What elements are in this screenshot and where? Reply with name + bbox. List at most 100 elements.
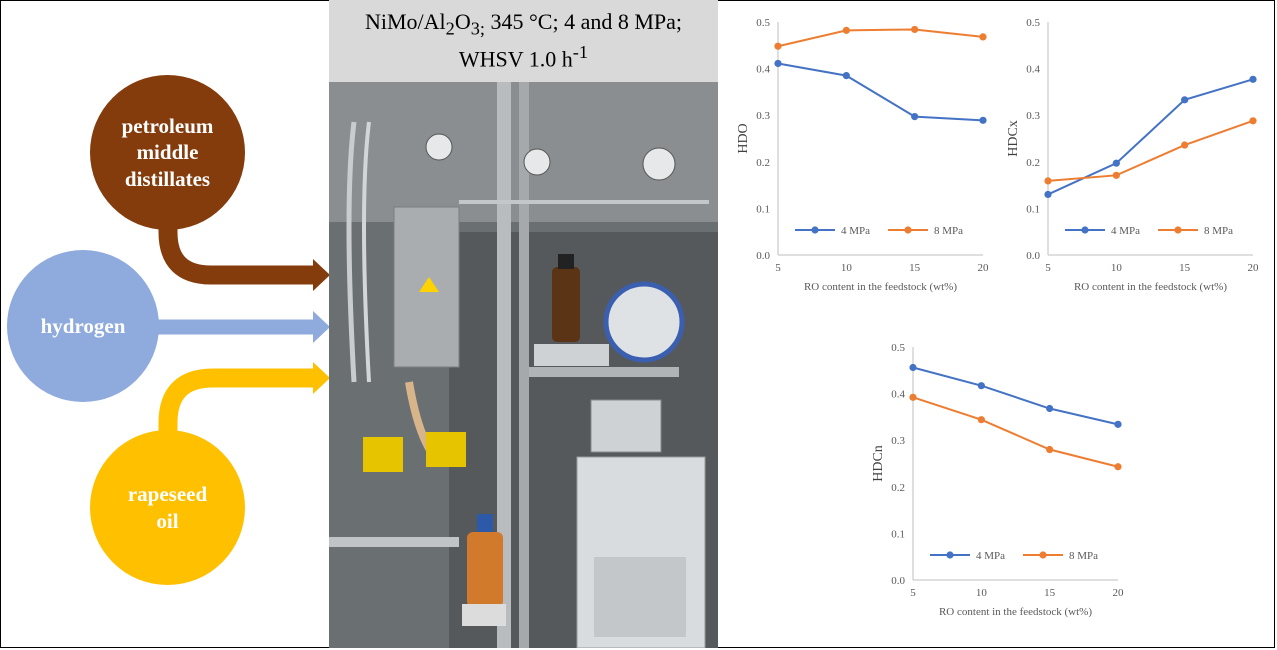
x-axis-label: RO content in the feedstock (wt%) (804, 281, 957, 293)
legend-marker (904, 226, 912, 234)
y-tick-label: 0.3 (756, 110, 770, 122)
data-point (909, 363, 917, 372)
legend-marker (1174, 226, 1182, 234)
hdcn-chart: 0.0 0.1 0.2 0.3 0.4 0.5 5 10 15 20 RO content in t… (870, 335, 1130, 635)
y-tick-label: 0.0 (1026, 250, 1040, 262)
x-axis-label: RO content in the feedstock (wt%) (1074, 281, 1227, 293)
data-point (979, 33, 987, 41)
y-tick-label: 0.3 (891, 435, 905, 447)
series-line (912, 396, 1119, 468)
hdo-chart-svg: 0.0 0.1 0.2 0.3 0.4 0.5 5 10 15 20 RO content in t… (736, 17, 990, 293)
y-tick-label: 0.5 (1026, 17, 1040, 29)
conditions-line-1: NiMo/Al2O3; 345 °C; 4 and 8 MPa; (364, 8, 683, 39)
data-point (1181, 141, 1189, 149)
x-tick-label: 5 (910, 587, 916, 599)
legend-marker (811, 226, 819, 234)
x-tick-label: 15 (909, 262, 921, 274)
data-point (1249, 75, 1257, 83)
data-point (911, 112, 919, 121)
hdo-chart: 0.0 0.1 0.2 0.3 0.4 0.5 5 10 15 20 RO content in t… (735, 10, 995, 310)
y-tick-label: 0.3 (1026, 110, 1040, 122)
x-tick-label: 15 (1179, 262, 1191, 274)
x-tick-label: 5 (1045, 262, 1051, 274)
legend-label: 8 MPa (1069, 550, 1098, 562)
series-line (912, 366, 1119, 426)
x-tick-label: 15 (1044, 587, 1056, 599)
y-axis-label: HDCn (871, 445, 886, 482)
reactor-unit-photo (329, 82, 718, 648)
reaction-conditions-box: NiMo/Al2O3; 345 °C; 4 and 8 MPa; WHSV 1.… (329, 0, 718, 82)
x-tick-label: 20 (1248, 262, 1260, 274)
rapeseed-label-line: oil (156, 508, 179, 533)
petroleum-arrowhead (313, 259, 330, 291)
hdcx-chart-svg: 0.0 0.1 0.2 0.3 0.4 0.5 5 10 15 20 RO content in t… (1006, 17, 1260, 293)
data-point (977, 382, 985, 390)
x-axis-label: RO content in the feedstock (wt%) (939, 606, 1092, 618)
petroleum-arrow (158, 205, 313, 285)
data-point (774, 59, 782, 68)
rapeseed-arrow (158, 368, 313, 455)
legend-marker (1081, 226, 1089, 234)
series-line (1047, 119, 1254, 182)
data-point (909, 393, 917, 401)
y-tick-label: 0.0 (756, 250, 770, 262)
data-point (1044, 177, 1052, 185)
rapeseed-label-line: rapeseed (127, 482, 208, 507)
rapeseed-oil-circle: rapeseed oil (90, 430, 245, 585)
data-point (1046, 404, 1054, 413)
data-point (911, 25, 919, 34)
y-tick-label: 0.5 (756, 17, 770, 29)
petroleum-label-line: distillates (124, 166, 211, 191)
legend-label: 4 MPa (1111, 225, 1140, 237)
hydrogen-arrowhead (313, 311, 330, 343)
rapeseed-arrowhead (313, 362, 330, 394)
data-point (774, 42, 782, 50)
y-axis-label: HDO (736, 123, 751, 153)
data-point (1112, 171, 1120, 179)
data-point (1046, 445, 1054, 454)
data-point (1114, 463, 1122, 471)
data-point (1044, 190, 1052, 199)
series-line (777, 62, 984, 122)
legend-marker (1039, 551, 1047, 559)
legend-label: 4 MPa (976, 550, 1005, 562)
y-tick-label: 0.2 (1026, 157, 1040, 169)
y-axis-label: HDCx (1006, 120, 1021, 157)
data-point (1249, 117, 1257, 125)
y-tick-label: 0.4 (756, 64, 770, 76)
data-point (842, 71, 850, 80)
data-point (1181, 96, 1189, 104)
petroleum-middle-distillates-circle: petroleum middle distillates (90, 75, 245, 230)
x-tick-label: 10 (841, 262, 853, 274)
series-line (1047, 78, 1254, 196)
legend-label: 8 MPa (934, 225, 963, 237)
reactor-unit-illustration (329, 82, 718, 648)
data-point (977, 416, 985, 424)
x-tick-label: 20 (1113, 587, 1125, 599)
data-point (1114, 420, 1122, 428)
hydrogen-circle: hydrogen (7, 250, 159, 402)
data-point (1112, 159, 1120, 167)
y-tick-label: 0.1 (891, 528, 905, 540)
y-tick-label: 0.0 (891, 575, 905, 587)
data-point (979, 116, 987, 124)
petroleum-label-line: middle (136, 140, 199, 165)
y-tick-label: 0.1 (1026, 203, 1040, 215)
legend-label: 4 MPa (841, 225, 870, 237)
legend-label: 8 MPa (1204, 225, 1233, 237)
petroleum-label-line: petroleum (121, 114, 214, 139)
y-tick-label: 0.4 (891, 389, 905, 401)
data-point (842, 26, 850, 34)
y-tick-label: 0.2 (891, 482, 905, 494)
hdcx-chart: 0.0 0.1 0.2 0.3 0.4 0.5 5 10 15 20 RO content in t… (1005, 10, 1265, 310)
x-tick-label: 20 (978, 262, 990, 274)
conditions-line-2: WHSV 1.0 h-1 (458, 42, 589, 72)
x-tick-label: 10 (1111, 262, 1123, 274)
x-tick-label: 10 (976, 587, 988, 599)
y-tick-label: 0.2 (756, 157, 770, 169)
y-tick-label: 0.4 (1026, 64, 1040, 76)
y-tick-label: 0.5 (891, 342, 905, 354)
x-tick-label: 5 (775, 262, 781, 274)
legend-marker (946, 551, 954, 559)
